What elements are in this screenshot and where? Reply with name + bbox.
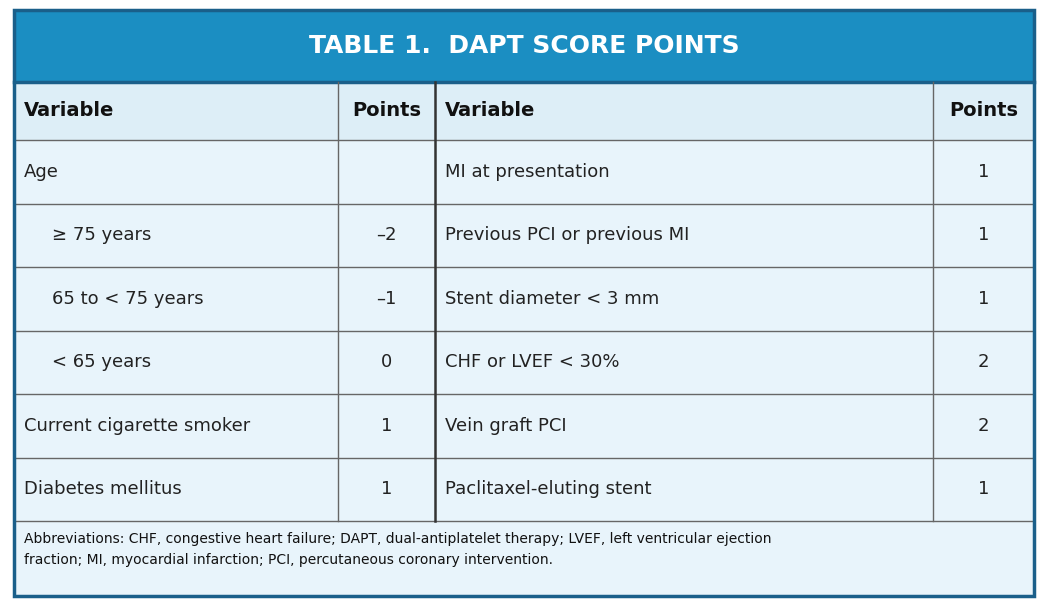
Text: Vein graft PCI: Vein graft PCI [445,417,567,435]
Bar [14,330,1034,394]
Bar [14,140,1034,204]
Text: 2: 2 [978,417,989,435]
Bar [14,10,1034,82]
Text: Previous PCI or previous MI: Previous PCI or previous MI [445,226,690,244]
Text: 1: 1 [978,290,989,308]
Text: Paclitaxel-eluting stent: Paclitaxel-eluting stent [445,480,652,498]
Text: MI at presentation: MI at presentation [445,163,610,181]
Text: < 65 years: < 65 years [52,353,151,371]
Text: 1: 1 [978,226,989,244]
Bar [14,394,1034,458]
Text: 1: 1 [381,417,393,435]
Bar [14,204,1034,267]
Text: –2: –2 [376,226,397,244]
Text: Diabetes mellitus: Diabetes mellitus [24,480,181,498]
Bar [14,521,1034,596]
Bar [14,458,1034,521]
Text: 2: 2 [978,353,989,371]
Text: 1: 1 [978,480,989,498]
Text: CHF or LVEF < 30%: CHF or LVEF < 30% [445,353,619,371]
Text: Variable: Variable [445,101,536,121]
Bar [14,267,1034,330]
Text: –1: –1 [376,290,397,308]
Bar [14,82,1034,140]
Text: Abbreviations: CHF, congestive heart failure; DAPT, dual-antiplatelet therapy; L: Abbreviations: CHF, congestive heart fai… [24,532,771,567]
Text: Current cigarette smoker: Current cigarette smoker [24,417,250,435]
Text: Variable: Variable [24,101,114,121]
Text: Stent diameter < 3 mm: Stent diameter < 3 mm [445,290,659,308]
Text: 1: 1 [381,480,393,498]
Text: ≥ 75 years: ≥ 75 years [52,226,151,244]
Text: Points: Points [949,101,1018,121]
Text: Age: Age [24,163,59,181]
Text: 0: 0 [381,353,392,371]
Text: 65 to < 75 years: 65 to < 75 years [52,290,203,308]
Text: TABLE 1.  DAPT SCORE POINTS: TABLE 1. DAPT SCORE POINTS [309,34,739,58]
Text: Points: Points [352,101,421,121]
Text: 1: 1 [978,163,989,181]
